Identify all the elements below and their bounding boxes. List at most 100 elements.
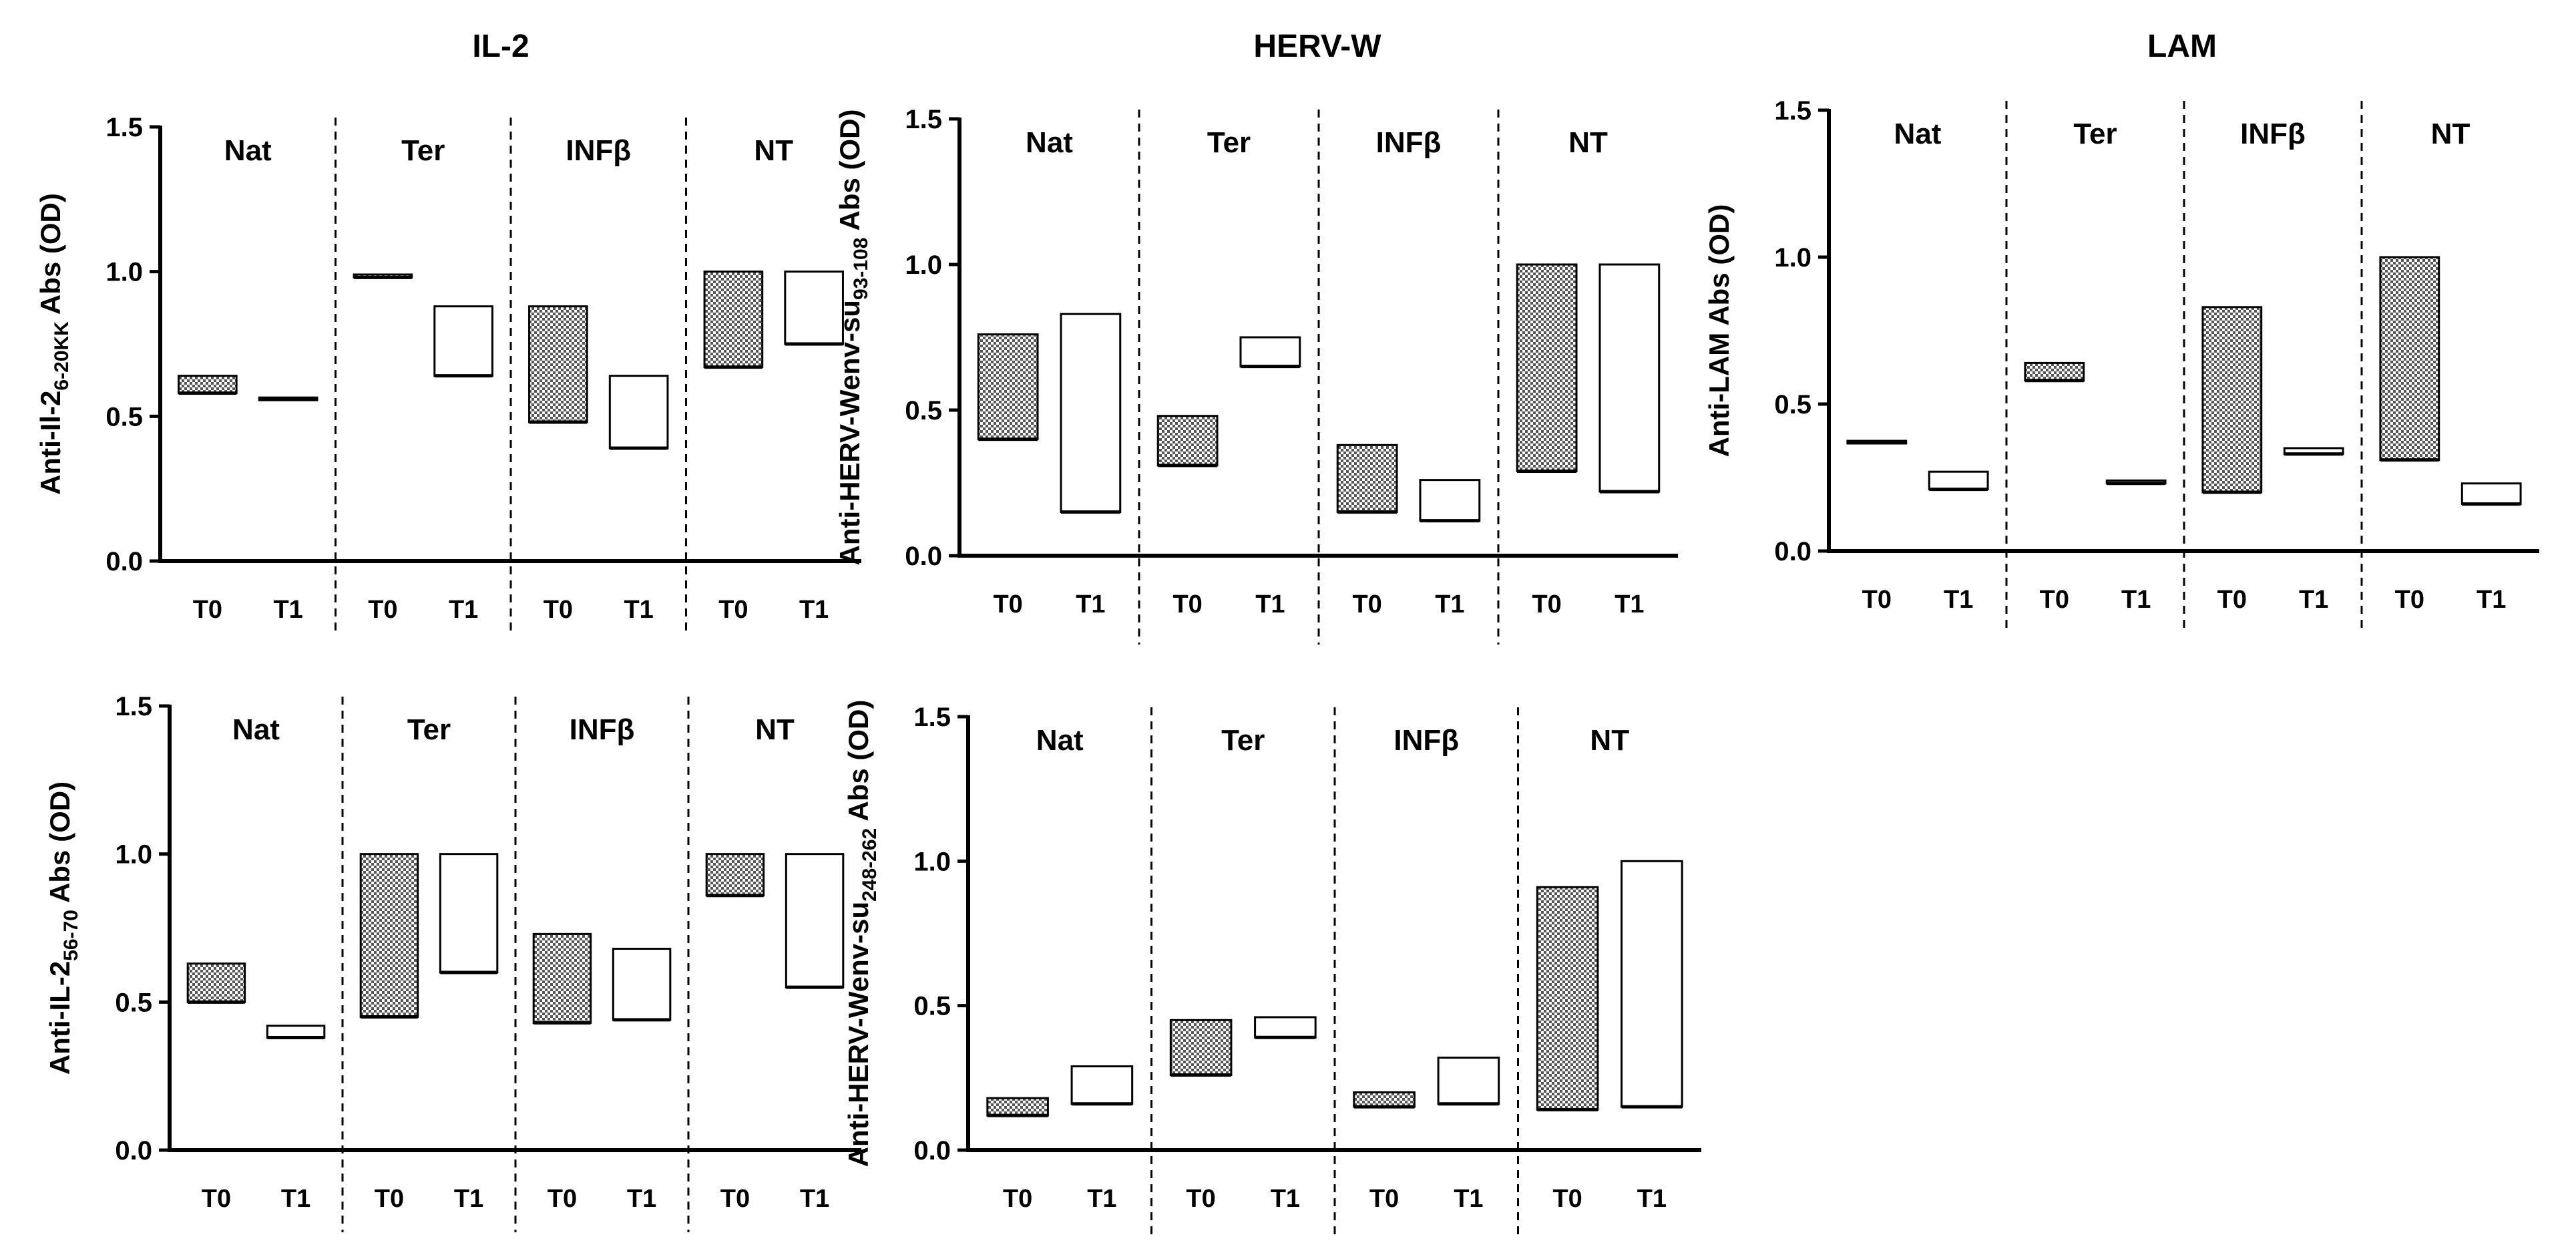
column-title-herv-w: HERV-W	[1253, 29, 1381, 64]
group-label-1: Ter	[407, 713, 451, 746]
x-tick-label: T0	[718, 596, 748, 624]
y-axis-label: Anti-Il-26-20KK Abs (OD)	[35, 193, 73, 495]
x-tick-label: T0	[2040, 586, 2069, 614]
bar-infβ-t1	[1437, 1057, 1500, 1105]
chart-herv-248-262: 0.0 0.5 1.0 1.5 Anti-HERV-Wenv-su248-262 Abs…	[843, 700, 1701, 1236]
group-label-1: Ter	[2073, 118, 2117, 150]
y-tick-label: 1.5	[105, 113, 143, 142]
bar-ter-t0	[1169, 1019, 1233, 1077]
group-label-3: NT	[755, 713, 795, 746]
x-tick-label: T0	[1172, 590, 1202, 618]
bar-nat-t0	[178, 375, 238, 395]
group-label-2: INFβ	[1376, 126, 1442, 159]
y-tick-label: 0.0	[1774, 537, 1811, 566]
x-tick-label: T1	[1615, 590, 1644, 618]
x-tick-label: T1	[627, 1185, 656, 1213]
chart-lam: 0.0 0.5 1.0 1.5 Anti-LAM Abs (OD) Nat T0 T1 Ter T…	[1703, 96, 2539, 628]
y-axis-label: Anti-IL-256-70 Abs (OD)	[44, 781, 82, 1075]
x-tick-label: T1	[624, 596, 653, 624]
bar-nt-t1	[785, 853, 845, 988]
bar-infβ-t0	[528, 305, 588, 423]
group-label-0: Nat	[224, 134, 272, 167]
x-tick-label: T0	[375, 1185, 404, 1213]
bar-nat-t0	[186, 962, 246, 1003]
bar-nat-t1	[266, 1025, 326, 1039]
bar-ter-t0	[359, 853, 419, 1018]
bar-nt-t0	[1516, 263, 1578, 473]
x-tick-label: T0	[1352, 590, 1381, 618]
y-tick-label: 0.0	[105, 547, 143, 576]
bar-infβ-t0	[1353, 1091, 1416, 1108]
group-label-0: Nat	[1026, 126, 1073, 159]
x-tick-label: T0	[1186, 1185, 1215, 1213]
bar-nt-t0	[705, 853, 765, 897]
x-tick-label: T1	[281, 1185, 310, 1213]
column-title-lam: LAM	[2147, 29, 2217, 64]
x-tick-label: T1	[800, 1185, 829, 1213]
bar-infβ-t0	[1336, 443, 1398, 514]
group-label-1: Ter	[401, 134, 445, 167]
y-tick-label: 1.0	[913, 847, 951, 876]
bar-nt-t1	[1621, 860, 1683, 1108]
bar-nat-t1	[1060, 313, 1122, 514]
group-label-2: INFβ	[1393, 724, 1459, 757]
x-tick-label: T1	[449, 596, 478, 624]
charts-layer: 0.0 0.5 1.0 1.5 Anti-Il-26-20KK Abs (OD) Nat T…	[35, 96, 2539, 1236]
x-tick-label: T0	[193, 596, 222, 624]
x-tick-label: T0	[544, 596, 573, 624]
x-tick-label: T1	[1637, 1185, 1667, 1213]
group-label-3: NT	[2431, 118, 2471, 150]
bar-ter-t1	[1239, 336, 1301, 368]
group-label-3: NT	[754, 134, 793, 167]
group-label-3: NT	[1568, 126, 1608, 159]
x-tick-label: T0	[2217, 586, 2247, 614]
chart-herv-93-108: 0.0 0.5 1.0 1.5 Anti-HERV-Wenv-su93-108 Abs …	[834, 105, 1678, 645]
group-label-1: Ter	[1221, 724, 1265, 757]
group-label-3: NT	[1590, 724, 1629, 757]
y-tick-label: 1.0	[105, 258, 143, 287]
y-tick-label: 1.0	[1774, 243, 1811, 273]
x-tick-label: T1	[1255, 590, 1285, 618]
x-tick-label: T1	[2477, 586, 2506, 614]
x-tick-label: T1	[273, 596, 302, 624]
bar-infβ-t1	[612, 948, 672, 1021]
bar-nat-t0	[986, 1097, 1049, 1117]
x-tick-label: T1	[1944, 586, 1973, 614]
y-tick-label: 0.5	[913, 992, 951, 1021]
bar-infβ-t1	[608, 375, 669, 449]
x-tick-label: T1	[1271, 1185, 1300, 1213]
x-tick-label: T0	[1552, 1185, 1582, 1213]
bar-ter-t1	[439, 853, 499, 974]
x-tick-label: T0	[1369, 1185, 1399, 1213]
x-tick-label: T0	[2395, 586, 2424, 614]
bar-ter-t1	[433, 305, 493, 377]
x-tick-label: T1	[1435, 590, 1464, 618]
x-tick-label: T1	[1076, 590, 1105, 618]
y-tick-label: 0.5	[905, 396, 942, 425]
y-tick-label: 0.0	[115, 1136, 152, 1165]
bar-nt-t1	[784, 271, 844, 345]
group-label-0: Nat	[1036, 724, 1084, 757]
y-tick-label: 1.5	[1774, 96, 1811, 126]
bar-nt-t1	[1598, 263, 1661, 493]
group-label-2: INFβ	[570, 713, 635, 746]
bar-infβ-t0	[532, 932, 592, 1024]
x-tick-label: T1	[2121, 586, 2151, 614]
group-label-2: INFβ	[2240, 118, 2306, 150]
group-label-1: Ter	[1207, 126, 1251, 159]
y-tick-label: 0.0	[905, 542, 942, 571]
group-label-0: Nat	[1894, 118, 1942, 150]
x-tick-label: T1	[799, 596, 829, 624]
x-tick-label: T1	[1087, 1185, 1116, 1213]
bar-nt-t1	[2460, 482, 2522, 506]
x-tick-label: T0	[202, 1185, 231, 1213]
y-tick-label: 0.5	[105, 402, 143, 431]
y-tick-label: 0.5	[1774, 390, 1811, 419]
x-tick-label: T0	[720, 1185, 750, 1213]
y-tick-label: 0.0	[913, 1136, 951, 1165]
x-tick-label: T0	[1862, 586, 1892, 614]
y-tick-label: 1.5	[115, 692, 152, 721]
y-axis-label: Anti-HERV-Wenv-su93-108 Abs (OD)	[834, 109, 872, 565]
x-tick-label: T0	[368, 596, 397, 624]
